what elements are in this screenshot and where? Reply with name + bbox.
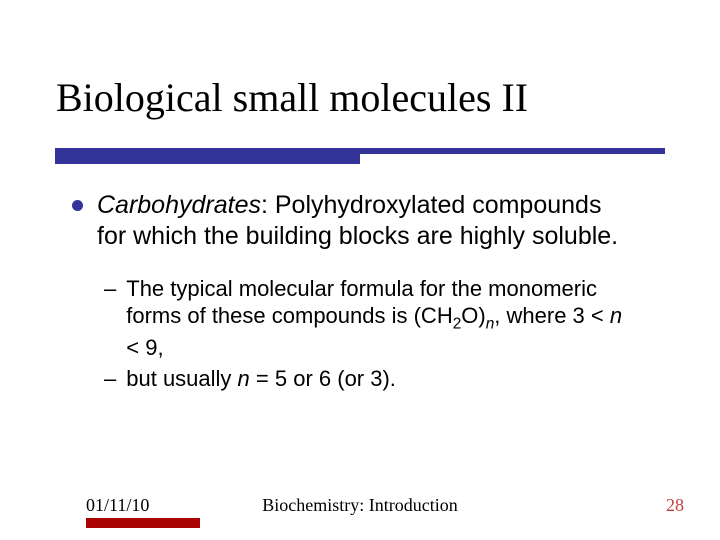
bullet-item: Carbohydrates: Polyhydroxylated compound… — [72, 190, 632, 253]
sub-item-1: – The typical molecular formula for the … — [104, 275, 632, 362]
bullet-text: Carbohydrates: Polyhydroxylated compound… — [97, 190, 632, 253]
sub-item-2: – but usually n = 5 or 6 (or 3). — [104, 365, 632, 393]
slide: Biological small molecules II Carbohydra… — [0, 0, 720, 540]
content-area: Carbohydrates: Polyhydroxylated compound… — [72, 190, 632, 397]
dash-icon: – — [104, 365, 116, 393]
sub-text-2: but usually n = 5 or 6 (or 3). — [126, 365, 396, 393]
bullet-icon — [72, 200, 83, 211]
dash-icon: – — [104, 275, 116, 303]
footer-title: Biochemistry: Introduction — [0, 495, 720, 516]
footer-page-number: 28 — [666, 495, 684, 516]
term: Carbohydrates — [97, 191, 261, 219]
title-underline-thick — [55, 154, 360, 164]
sub-list: – The typical molecular formula for the … — [104, 275, 632, 393]
slide-title: Biological small molecules II — [56, 74, 528, 121]
sub-text-1: The typical molecular formula for the mo… — [126, 275, 632, 362]
footer-accent-bar — [86, 518, 200, 528]
